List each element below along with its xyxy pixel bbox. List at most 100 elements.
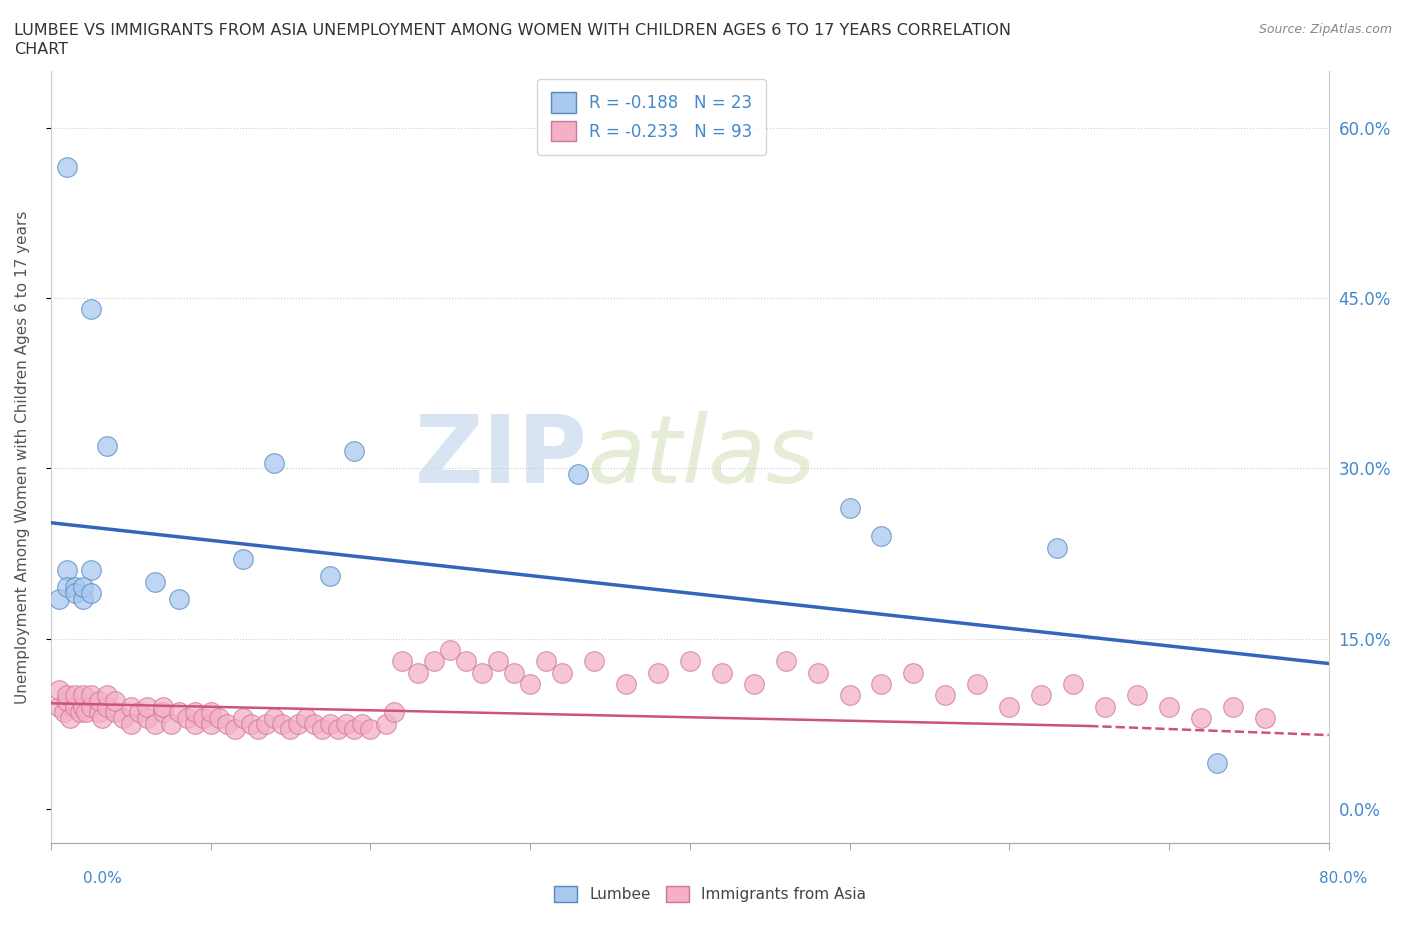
Point bbox=[167, 705, 190, 720]
Point bbox=[72, 591, 94, 606]
Point bbox=[231, 711, 253, 725]
Point bbox=[80, 563, 103, 578]
Point bbox=[96, 699, 118, 714]
Point bbox=[280, 722, 302, 737]
Point bbox=[48, 699, 70, 714]
Point bbox=[80, 586, 103, 601]
Point bbox=[343, 444, 366, 458]
Point bbox=[934, 688, 956, 703]
Point bbox=[647, 665, 669, 680]
Point bbox=[551, 665, 574, 680]
Point bbox=[1157, 699, 1180, 714]
Point bbox=[135, 711, 157, 725]
Point bbox=[679, 654, 702, 669]
Point bbox=[72, 688, 94, 703]
Point bbox=[1206, 756, 1229, 771]
Point bbox=[152, 699, 174, 714]
Text: Source: ZipAtlas.com: Source: ZipAtlas.com bbox=[1258, 23, 1392, 36]
Point bbox=[359, 722, 381, 737]
Point bbox=[304, 716, 326, 731]
Point bbox=[391, 654, 413, 669]
Point bbox=[311, 722, 333, 737]
Point bbox=[48, 591, 70, 606]
Point bbox=[167, 591, 190, 606]
Point bbox=[870, 676, 893, 691]
Point bbox=[152, 705, 174, 720]
Point bbox=[710, 665, 733, 680]
Point bbox=[56, 694, 79, 709]
Point bbox=[87, 705, 110, 720]
Point bbox=[1031, 688, 1053, 703]
Point bbox=[143, 716, 166, 731]
Point bbox=[838, 500, 860, 515]
Point bbox=[207, 711, 229, 725]
Point bbox=[80, 699, 103, 714]
Point bbox=[567, 467, 589, 482]
Point bbox=[87, 694, 110, 709]
Point bbox=[1189, 711, 1212, 725]
Point bbox=[231, 551, 253, 566]
Point bbox=[263, 455, 285, 470]
Text: ZIP: ZIP bbox=[415, 411, 588, 503]
Point bbox=[614, 676, 637, 691]
Point bbox=[63, 699, 86, 714]
Point bbox=[52, 705, 75, 720]
Point bbox=[239, 716, 262, 731]
Point bbox=[375, 716, 398, 731]
Text: 80.0%: 80.0% bbox=[1319, 871, 1367, 886]
Point bbox=[1046, 540, 1069, 555]
Point bbox=[471, 665, 494, 680]
Point bbox=[183, 705, 205, 720]
Point bbox=[72, 699, 94, 714]
Point bbox=[80, 688, 103, 703]
Point bbox=[486, 654, 509, 669]
Point bbox=[135, 699, 157, 714]
Point bbox=[382, 705, 405, 720]
Point bbox=[96, 688, 118, 703]
Point bbox=[582, 654, 605, 669]
Point bbox=[1222, 699, 1244, 714]
Point bbox=[91, 711, 114, 725]
Point bbox=[423, 654, 446, 669]
Point bbox=[966, 676, 988, 691]
Point bbox=[143, 575, 166, 590]
Point bbox=[295, 711, 318, 725]
Legend: R = -0.188   N = 23, R = -0.233   N = 93: R = -0.188 N = 23, R = -0.233 N = 93 bbox=[537, 79, 766, 154]
Text: 0.0%: 0.0% bbox=[83, 871, 122, 886]
Point bbox=[59, 711, 82, 725]
Point bbox=[534, 654, 557, 669]
Point bbox=[63, 586, 86, 601]
Point bbox=[75, 705, 97, 720]
Point bbox=[104, 694, 127, 709]
Point bbox=[335, 716, 357, 731]
Point bbox=[1126, 688, 1149, 703]
Text: CHART: CHART bbox=[14, 42, 67, 57]
Point bbox=[183, 716, 205, 731]
Point bbox=[1094, 699, 1116, 714]
Point bbox=[120, 699, 142, 714]
Point bbox=[176, 711, 198, 725]
Point bbox=[200, 705, 222, 720]
Legend: Lumbee, Immigrants from Asia: Lumbee, Immigrants from Asia bbox=[548, 880, 872, 909]
Point bbox=[519, 676, 541, 691]
Point bbox=[271, 716, 294, 731]
Point bbox=[247, 722, 270, 737]
Point bbox=[263, 711, 285, 725]
Point bbox=[63, 688, 86, 703]
Point bbox=[838, 688, 860, 703]
Point bbox=[503, 665, 526, 680]
Point bbox=[56, 160, 79, 175]
Point bbox=[72, 580, 94, 595]
Point bbox=[56, 580, 79, 595]
Point bbox=[903, 665, 925, 680]
Point bbox=[319, 716, 342, 731]
Point bbox=[439, 643, 461, 658]
Point bbox=[807, 665, 830, 680]
Point bbox=[128, 705, 150, 720]
Point bbox=[319, 568, 342, 583]
Point bbox=[998, 699, 1021, 714]
Point bbox=[328, 722, 350, 737]
Point bbox=[80, 302, 103, 317]
Text: LUMBEE VS IMMIGRANTS FROM ASIA UNEMPLOYMENT AMONG WOMEN WITH CHILDREN AGES 6 TO : LUMBEE VS IMMIGRANTS FROM ASIA UNEMPLOYM… bbox=[14, 23, 1011, 38]
Text: atlas: atlas bbox=[588, 411, 815, 502]
